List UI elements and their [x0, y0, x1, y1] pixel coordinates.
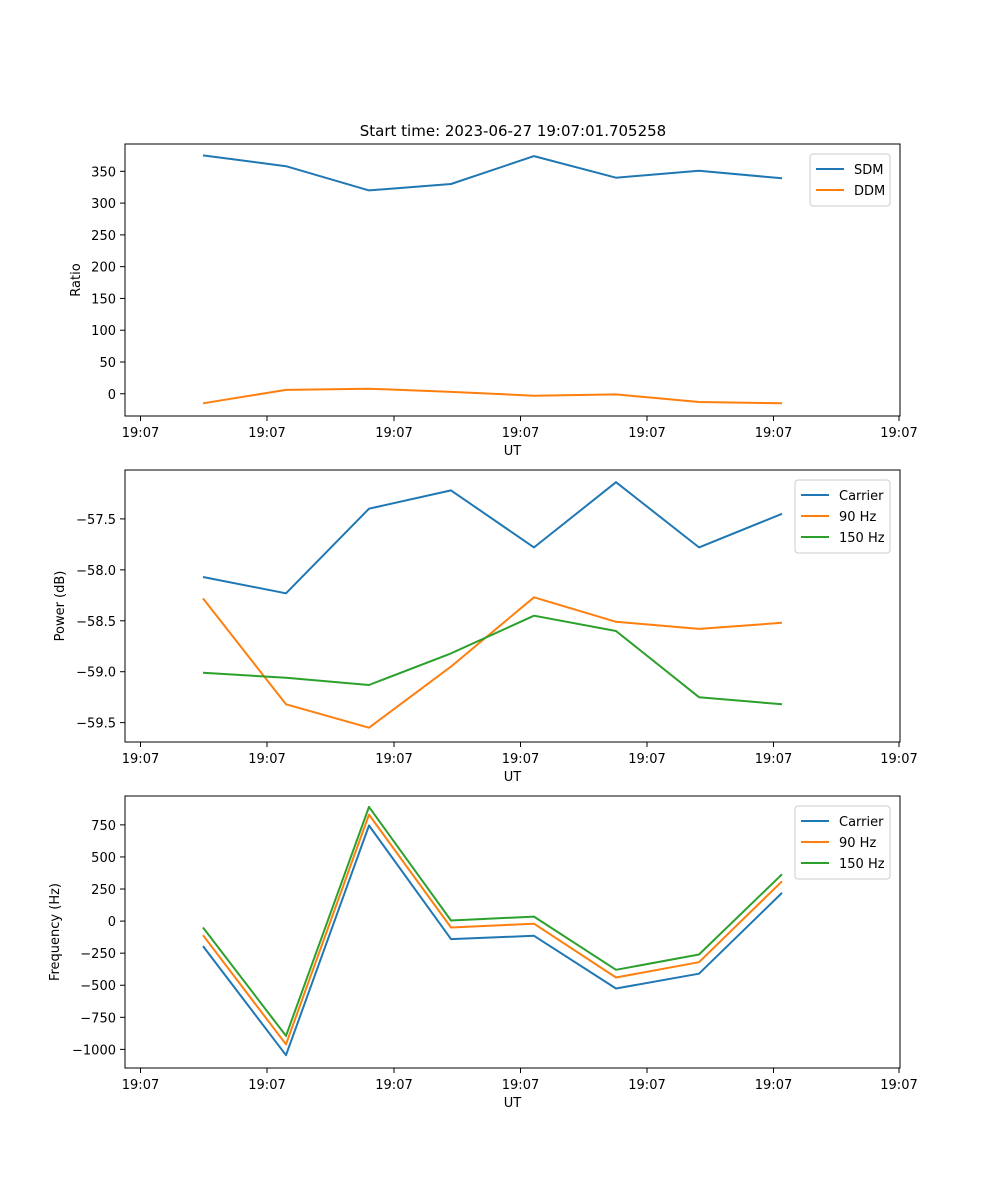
y-axis-label: Power (dB)	[53, 571, 68, 642]
legend	[794, 805, 891, 880]
x-tick-label: 19:07	[755, 752, 792, 767]
series-line-90-hz	[202, 596, 783, 729]
x-tick-label: 19:07	[755, 1078, 792, 1093]
x-tick-label: 19:07	[248, 426, 285, 441]
y-tick-label: −59.5	[76, 717, 116, 732]
x-tick-label: 19:07	[628, 752, 665, 767]
y-tick-label: −1000	[72, 1043, 116, 1058]
x-tick-label: 19:07	[880, 426, 917, 441]
y-tick-label: 200	[91, 261, 116, 276]
legend-label: 150 Hz	[839, 857, 885, 872]
y-tick-label: 750	[91, 819, 116, 834]
x-tick-label: 19:07	[502, 752, 539, 767]
x-axis-label: UT	[504, 1096, 522, 1111]
x-tick-label: 19:07	[122, 426, 159, 441]
legend-label: 90 Hz	[839, 510, 876, 525]
legend-label: Carrier	[839, 489, 884, 504]
x-tick-label: 19:07	[375, 752, 412, 767]
ratio-axes-frame	[124, 143, 901, 417]
y-tick-label: 350	[91, 165, 116, 180]
ratio-chart-panel: 19:07 19:07 19:07 19:07 19:07 19:07 19:07 UT 0 50…	[69, 143, 918, 459]
y-tick-label: 0	[108, 915, 116, 930]
series-line-carrier	[202, 481, 783, 595]
y-tick-label: −58.5	[76, 615, 116, 630]
x-tick-label: 19:07	[375, 1078, 412, 1093]
y-tick-label: −57.5	[76, 513, 116, 528]
x-tick-label: 19:07	[628, 426, 665, 441]
x-axis-label: UT	[504, 444, 522, 459]
legend	[809, 153, 891, 207]
y-tick-label: −500	[80, 979, 116, 994]
chart-title: Start time: 2023-06-27 19:07:01.705258	[360, 122, 666, 140]
x-tick-label: 19:07	[502, 1078, 539, 1093]
y-tick-label: 150	[91, 292, 116, 307]
y-tick-label: 250	[91, 229, 116, 244]
frequency-axes-frame	[124, 795, 901, 1069]
x-tick-label: 19:07	[880, 1078, 917, 1093]
y-tick-label: 0	[108, 388, 116, 403]
series-line-ddm	[202, 387, 783, 405]
series-line-150-hz	[202, 614, 783, 706]
x-tick-label: 19:07	[122, 752, 159, 767]
legend-label: DDM	[854, 184, 885, 199]
legend-label: 90 Hz	[839, 836, 876, 851]
y-tick-label: −250	[80, 947, 116, 962]
y-tick-label: 50	[99, 356, 116, 371]
x-tick-label: 19:07	[248, 1078, 285, 1093]
legend-label: SDM	[854, 163, 883, 178]
x-tick-label: 19:07	[628, 1078, 665, 1093]
y-axis-label: Frequency (Hz)	[48, 883, 63, 981]
y-tick-label: −750	[80, 1011, 116, 1026]
y-tick-label: −58.0	[76, 564, 116, 579]
series-line-carrier	[202, 824, 783, 1057]
legend-label: Carrier	[839, 815, 884, 830]
y-tick-label: 300	[91, 197, 116, 212]
x-tick-label: 19:07	[880, 752, 917, 767]
series-line-sdm	[202, 154, 783, 192]
x-tick-label: 19:07	[502, 426, 539, 441]
y-tick-label: 100	[91, 324, 116, 339]
power-chart-panel: 19:07 19:07 19:07 19:07 19:07 19:07 19:07 UT −59…	[53, 469, 918, 785]
x-tick-label: 19:07	[248, 752, 285, 767]
x-tick-label: 19:07	[122, 1078, 159, 1093]
x-tick-label: 19:07	[755, 426, 792, 441]
legend	[794, 479, 891, 554]
series-line-90-hz	[202, 813, 783, 1046]
legend-label: 150 Hz	[839, 531, 885, 546]
power-axes-frame	[124, 469, 901, 743]
y-axis-label: Ratio	[69, 263, 84, 296]
y-tick-label: 500	[91, 851, 116, 866]
y-tick-label: −59.0	[76, 666, 116, 681]
x-axis-label: UT	[504, 770, 522, 785]
series-line-150-hz	[202, 805, 783, 1037]
x-tick-label: 19:07	[375, 426, 412, 441]
frequency-chart-panel: 19:07 19:07 19:07 19:07 19:07 19:07 19:07 UT −10…	[48, 795, 918, 1111]
y-tick-label: 250	[91, 883, 116, 898]
